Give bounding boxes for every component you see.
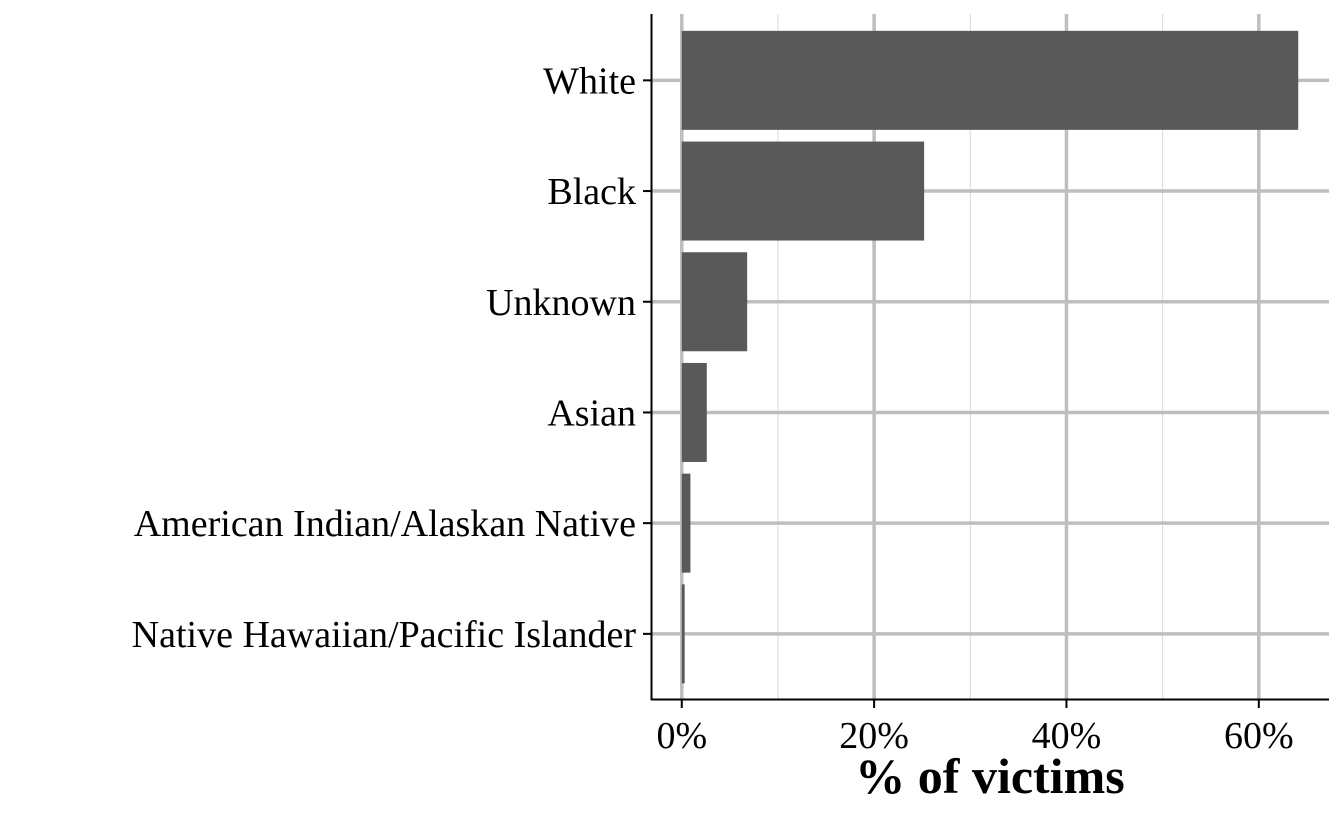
bars [681, 30, 1299, 684]
x-tick-label: 20% [839, 715, 909, 757]
y-tick-label: Native Hawaiian/Pacific Islander [132, 614, 637, 656]
x-axis-title: % of victims [855, 748, 1124, 804]
y-tick-label: Black [547, 171, 636, 213]
bar [681, 30, 1299, 130]
bar [681, 252, 748, 352]
x-tick-label: 60% [1224, 715, 1294, 757]
x-tick-label: 40% [1032, 715, 1102, 757]
y-tick-label: Asian [547, 392, 636, 434]
axes [650, 14, 1329, 701]
bar [681, 141, 925, 241]
x-ticks: 0% 20% 40% 60% [656, 700, 1294, 757]
y-tick-label: American Indian/Alaskan Native [134, 503, 636, 545]
y-tick-label: Unknown [486, 282, 636, 324]
x-tick-label: 0% [656, 715, 707, 757]
y-ticks: White Black Unknown Asian American Indian/Al… [132, 60, 651, 656]
bar [681, 584, 685, 684]
bar [681, 473, 691, 573]
y-tick-label: White [543, 60, 636, 102]
bar [681, 362, 707, 462]
